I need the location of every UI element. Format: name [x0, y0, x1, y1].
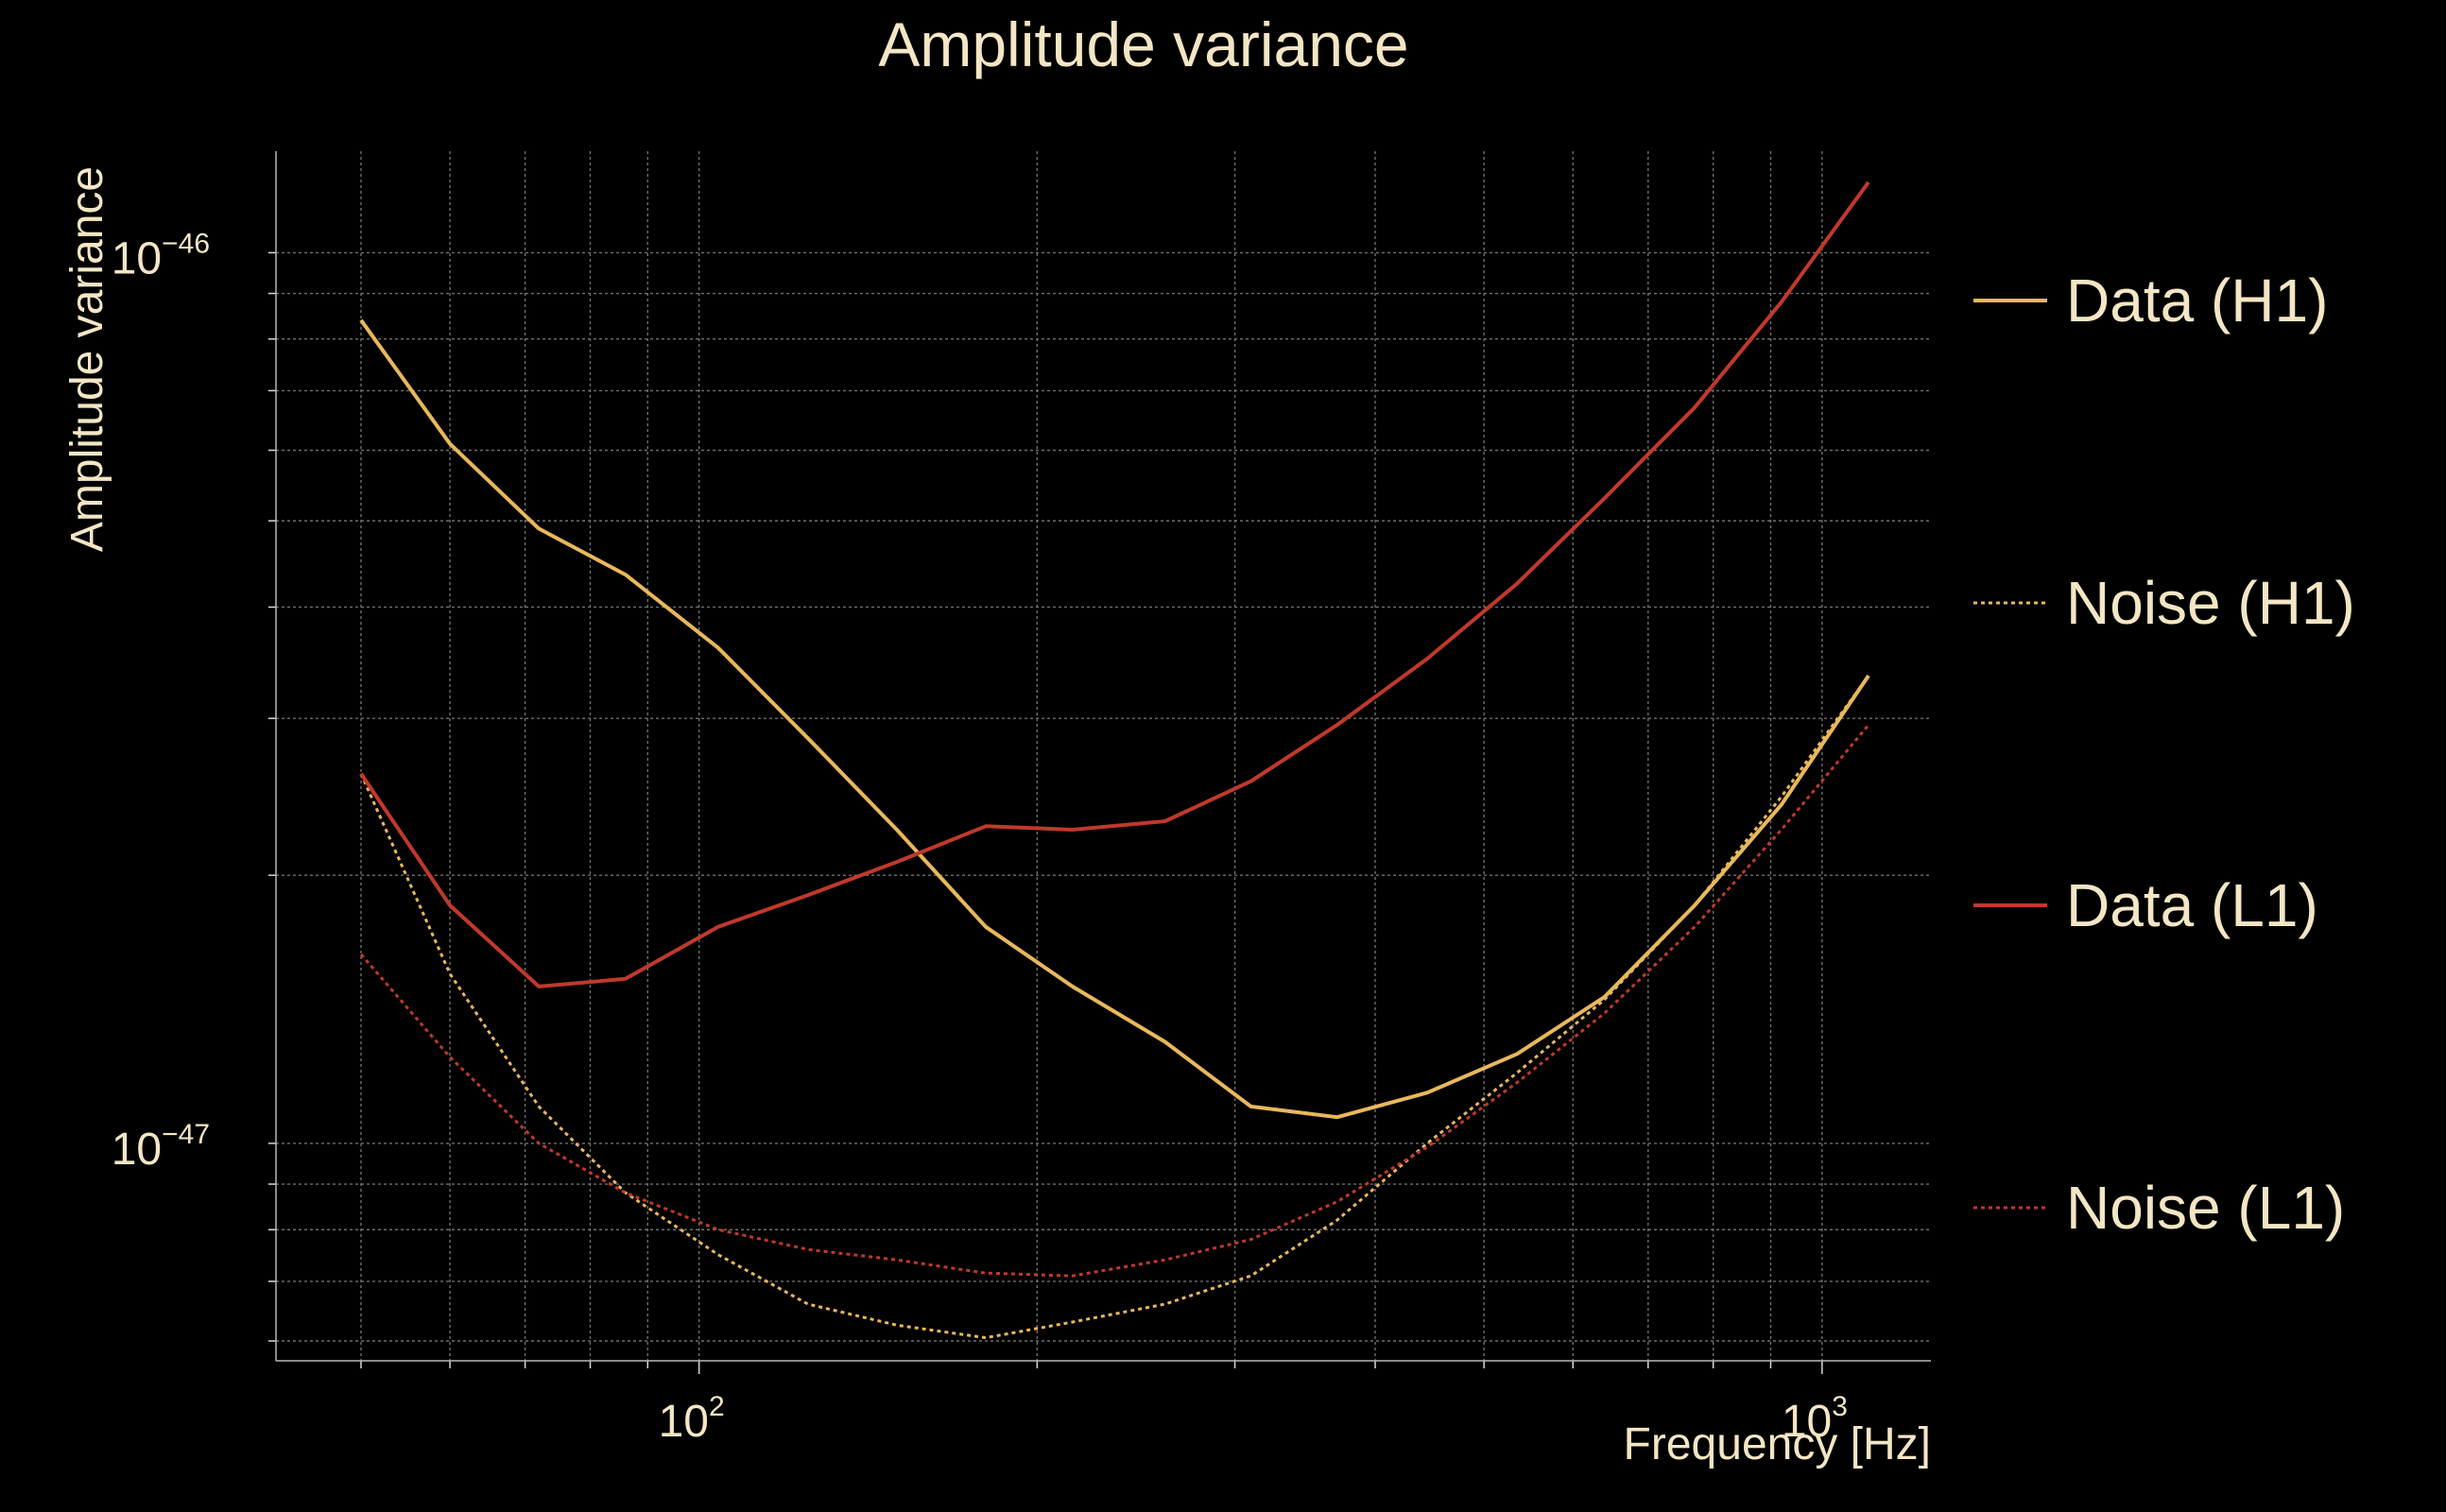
- legend-label: Noise (L1): [2066, 1174, 2345, 1242]
- chart-labels: Amplitude variance Frequency [Hz] Amplit…: [62, 9, 1931, 1469]
- x-tick-label: 102: [659, 1391, 725, 1447]
- series-line-noise-l1: [359, 724, 1870, 1278]
- y-axis-label: Amplitude variance: [62, 166, 112, 552]
- series-line-data-l1: [359, 180, 1870, 988]
- plot-lines: [359, 180, 1870, 1340]
- y-tick-label: 10−46: [112, 228, 210, 284]
- legend-label: Data (L1): [2066, 871, 2318, 939]
- series-line-data-h1: [359, 318, 1870, 1120]
- legend-label: Data (H1): [2066, 266, 2328, 335]
- chart-title: Amplitude variance: [878, 9, 1408, 79]
- axes: [268, 151, 1931, 1374]
- series-line-noise-h1: [359, 675, 1870, 1340]
- y-tick-label: 10−47: [112, 1119, 210, 1175]
- legend-label: Noise (H1): [2066, 569, 2355, 637]
- x-tick-label: 103: [1782, 1391, 1848, 1447]
- x-axis-label: Frequency [Hz]: [1624, 1419, 1931, 1469]
- tick-labels: 102 103 10−47 10−46: [112, 228, 1848, 1447]
- grid: [276, 151, 1931, 1361]
- legend: Data (H1) Noise (H1) Data (L1) Noise (L1): [1973, 266, 2355, 1242]
